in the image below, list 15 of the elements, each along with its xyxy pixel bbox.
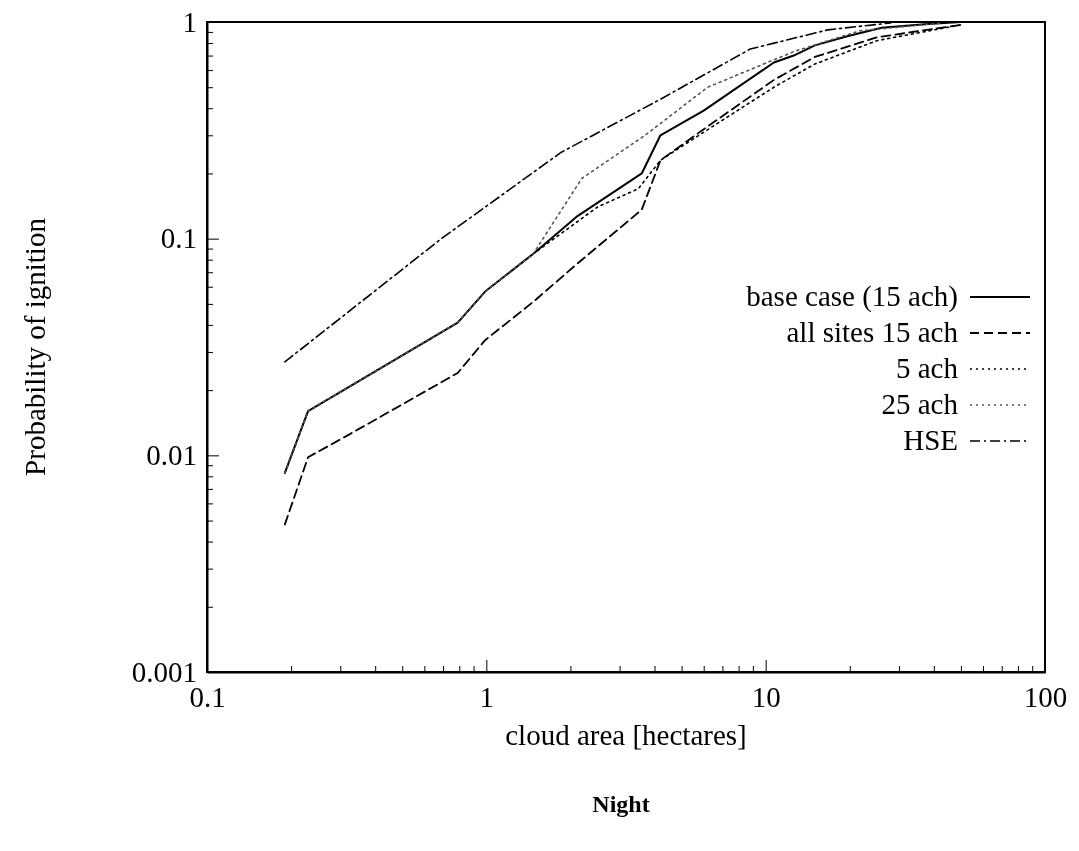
- text: Night: [592, 791, 650, 817]
- legend-label: all sites 15 ach: [786, 316, 959, 348]
- x-axis-title: cloud area [hectares]: [505, 719, 747, 751]
- y-tick-label: 0.1: [160, 222, 197, 255]
- legend-label: HSE: [903, 424, 958, 456]
- legend-label: base case (15 ach): [746, 280, 958, 313]
- legend-label: 25 ach: [881, 388, 959, 420]
- x-tick-label: 1: [479, 680, 495, 713]
- y-axis-title: Probability of ignition: [19, 217, 51, 476]
- x-tick-label: 10: [751, 680, 781, 713]
- y-tick-label: 0.001: [131, 655, 197, 688]
- x-tick-label: 100: [1023, 680, 1068, 713]
- y-tick-label: 0.01: [146, 439, 197, 472]
- legend-label: 5 ach: [896, 352, 959, 384]
- y-tick-label: 1: [182, 5, 197, 38]
